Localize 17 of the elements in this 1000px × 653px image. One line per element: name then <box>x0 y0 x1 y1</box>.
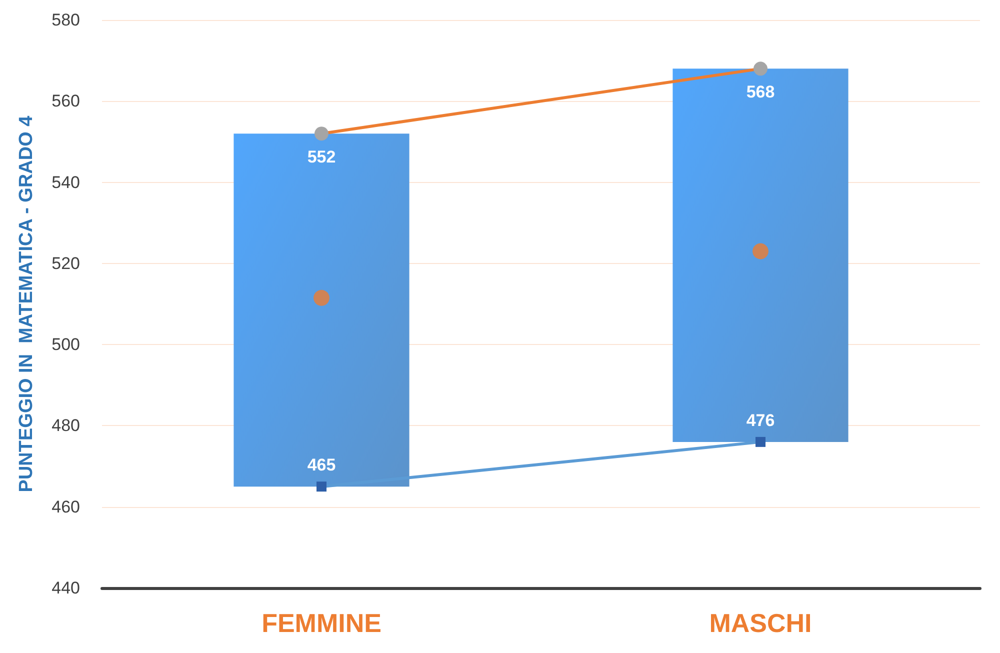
y-tick-label: 540 <box>52 172 80 192</box>
point <box>314 290 330 306</box>
y-axis-title: PUNTEGGIO IN MATEMATICA - GRADO 4 <box>16 115 37 492</box>
data-label: 568 <box>746 82 775 102</box>
y-tick-label: 520 <box>52 254 80 273</box>
x-tick-label: MASCHI <box>709 608 812 638</box>
y-tick-label: 460 <box>52 497 80 516</box>
y-tick-label: 500 <box>52 335 80 354</box>
y-tick-label: 580 <box>52 10 80 30</box>
data-label: 465 <box>307 456 336 475</box>
y-tick-label: 560 <box>52 92 80 111</box>
y-tick-label: 440 <box>52 578 80 598</box>
data-label: 476 <box>746 410 775 430</box>
data-label: 552 <box>307 148 336 167</box>
y-tick-label: 480 <box>52 416 80 436</box>
x-tick-label: FEMMINE <box>262 608 382 638</box>
point <box>752 243 768 260</box>
